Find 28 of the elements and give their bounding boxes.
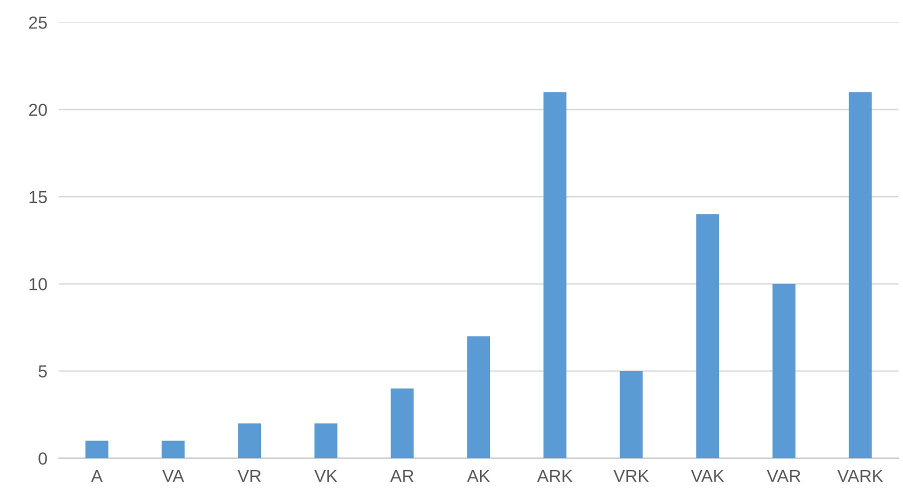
bar [390, 388, 414, 458]
x-tick-label: AK [467, 470, 490, 482]
x-tick-label: VA [162, 470, 184, 482]
bar [85, 440, 108, 458]
bar [543, 92, 566, 458]
bar [467, 336, 490, 458]
bar [238, 423, 262, 458]
y-tick-label: 15 [30, 191, 47, 204]
x-tick-label: VK [314, 470, 338, 482]
bar [696, 214, 720, 458]
x-tick-label: VARK [837, 470, 884, 482]
x-tick-label: VAR [766, 470, 800, 482]
y-tick-label: 10 [30, 278, 47, 290]
y-tick-label: 0 [38, 452, 47, 465]
bar [314, 423, 338, 458]
y-tick-label: 5 [38, 365, 47, 378]
y-tick-label: 25 [29, 16, 47, 29]
bar [848, 92, 872, 458]
x-tick-label: A [91, 470, 103, 482]
bar [620, 371, 643, 458]
y-tick-label: 20 [29, 104, 47, 116]
bar [162, 440, 185, 458]
x-tick-label: VAK [690, 470, 724, 482]
x-tick-label: VRK [614, 470, 649, 482]
x-tick-label: VR [238, 470, 261, 482]
bar [772, 284, 796, 458]
x-tick-label: ARK [537, 470, 573, 482]
x-tick-label: AR [390, 470, 414, 482]
